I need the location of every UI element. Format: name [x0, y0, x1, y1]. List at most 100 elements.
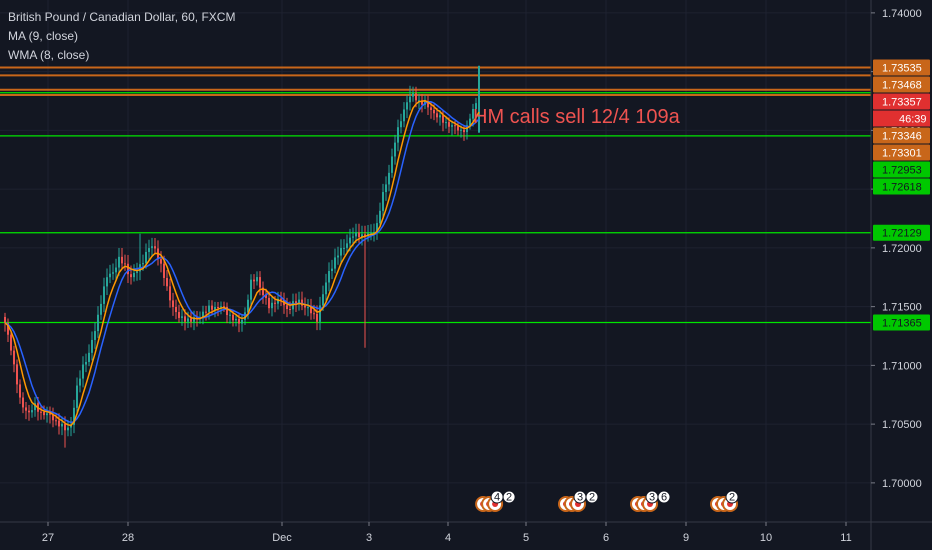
- symbol-title[interactable]: British Pound / Canadian Dollar, 60, FXC…: [8, 10, 236, 24]
- time-tick-label: 9: [683, 532, 689, 544]
- candle-body: [373, 232, 375, 234]
- candle-body: [187, 318, 189, 322]
- price-label-box[interactable]: [873, 224, 930, 241]
- time-tick-label: 10: [760, 532, 772, 544]
- candle-body: [382, 192, 384, 211]
- event-count-badge[interactable]: [502, 490, 516, 504]
- time-tick-label: 5: [523, 532, 529, 544]
- event-count-label: 2: [506, 492, 512, 504]
- candle-body: [34, 403, 36, 411]
- candle-body: [274, 302, 276, 304]
- price-label-text: 1.73301: [882, 148, 922, 160]
- candle-body: [301, 299, 303, 306]
- candle-body: [247, 299, 249, 313]
- candle-body: [358, 232, 360, 238]
- candle-body: [13, 350, 15, 365]
- candle-body: [280, 298, 282, 300]
- candle-body: [178, 312, 180, 318]
- event-count-badge[interactable]: [725, 490, 739, 504]
- candle-body: [163, 263, 165, 278]
- candle-body: [193, 317, 195, 322]
- candle-body: [226, 306, 228, 316]
- candle-body: [442, 115, 444, 123]
- price-label-box[interactable]: [873, 59, 930, 76]
- candle-body: [262, 287, 264, 296]
- candle-body: [112, 272, 114, 274]
- candle-body: [406, 102, 408, 110]
- price-label-box[interactable]: [873, 314, 930, 331]
- candle-body: [310, 307, 312, 314]
- candle-body: [127, 263, 129, 275]
- candle-body: [391, 156, 393, 173]
- candle-body: [217, 307, 219, 309]
- candle-body: [475, 103, 477, 109]
- candle-body: [40, 411, 42, 413]
- candle-body: [439, 115, 441, 118]
- price-tick-label: 1.74000: [882, 8, 922, 20]
- candle-body: [445, 122, 447, 124]
- candle-body: [304, 305, 306, 308]
- candle-body: [136, 271, 138, 273]
- candle-body: [70, 424, 72, 428]
- price-label-box[interactable]: [873, 93, 930, 110]
- candle-body: [436, 113, 438, 118]
- grid: [0, 0, 871, 522]
- candle-body: [16, 364, 18, 385]
- candle-body: [472, 108, 474, 119]
- candle-body: [364, 234, 366, 237]
- candle-body: [286, 305, 288, 310]
- candle-body: [61, 423, 63, 427]
- time-tick-label: 11: [840, 532, 851, 544]
- candle-body: [184, 316, 186, 322]
- wma-line: [4, 99, 480, 427]
- candle-body: [142, 263, 144, 265]
- candle-body: [379, 210, 381, 224]
- price-label-box[interactable]: [873, 144, 930, 161]
- candle-body: [421, 100, 423, 105]
- candle-body: [331, 268, 333, 272]
- candle-body: [190, 318, 192, 322]
- candle-body: [214, 307, 216, 310]
- candle-body: [172, 300, 174, 308]
- candle-body: [307, 307, 309, 309]
- event-count-badge[interactable]: [585, 490, 599, 504]
- candle-body: [208, 305, 210, 312]
- chart-annotation: HM calls sell 12/4 109a: [473, 106, 681, 128]
- candle-body: [232, 314, 234, 321]
- candle-body: [265, 295, 267, 298]
- chart-legend: British Pound / Canadian Dollar, 60, FXC…: [8, 8, 235, 65]
- ma-indicator-label[interactable]: MA (9, close): [8, 29, 79, 43]
- candle-body: [205, 311, 207, 313]
- candle-body: [337, 255, 339, 258]
- countdown-box: [873, 110, 930, 127]
- event-count-badge[interactable]: [657, 490, 671, 504]
- price-label-box[interactable]: [873, 161, 930, 178]
- price-axis[interactable]: 1.740001.735001.730001.725001.720001.715…: [870, 0, 932, 550]
- candle-body: [220, 306, 222, 308]
- price-tick-label: 1.70000: [882, 478, 922, 490]
- candle-body: [403, 109, 405, 122]
- candle-body: [133, 272, 135, 278]
- price-tick-label: 1.71500: [882, 302, 922, 314]
- candle-body: [352, 236, 354, 238]
- price-label-box[interactable]: [873, 178, 930, 195]
- candle-body: [460, 129, 462, 131]
- time-axis[interactable]: 27 28 Dec 3 4 5 6 9 10 11: [0, 521, 932, 544]
- time-tick-label: 6: [603, 532, 609, 544]
- candle-body: [400, 121, 402, 128]
- candle-body: [4, 316, 6, 323]
- price-label-text: 1.72953: [882, 165, 922, 177]
- candle-body: [259, 277, 261, 288]
- candle-body: [427, 101, 429, 108]
- candle-body: [319, 305, 321, 322]
- price-label-box[interactable]: [873, 127, 930, 144]
- candle-body: [340, 248, 342, 256]
- candle-body: [250, 279, 252, 300]
- candle-body: [10, 334, 12, 351]
- candle-body: [457, 126, 459, 131]
- price-label-text: 1.73346: [882, 131, 922, 143]
- candle-body: [28, 410, 30, 413]
- price-label-box[interactable]: [873, 76, 930, 93]
- wma-indicator-label[interactable]: WMA (8, close): [8, 48, 90, 62]
